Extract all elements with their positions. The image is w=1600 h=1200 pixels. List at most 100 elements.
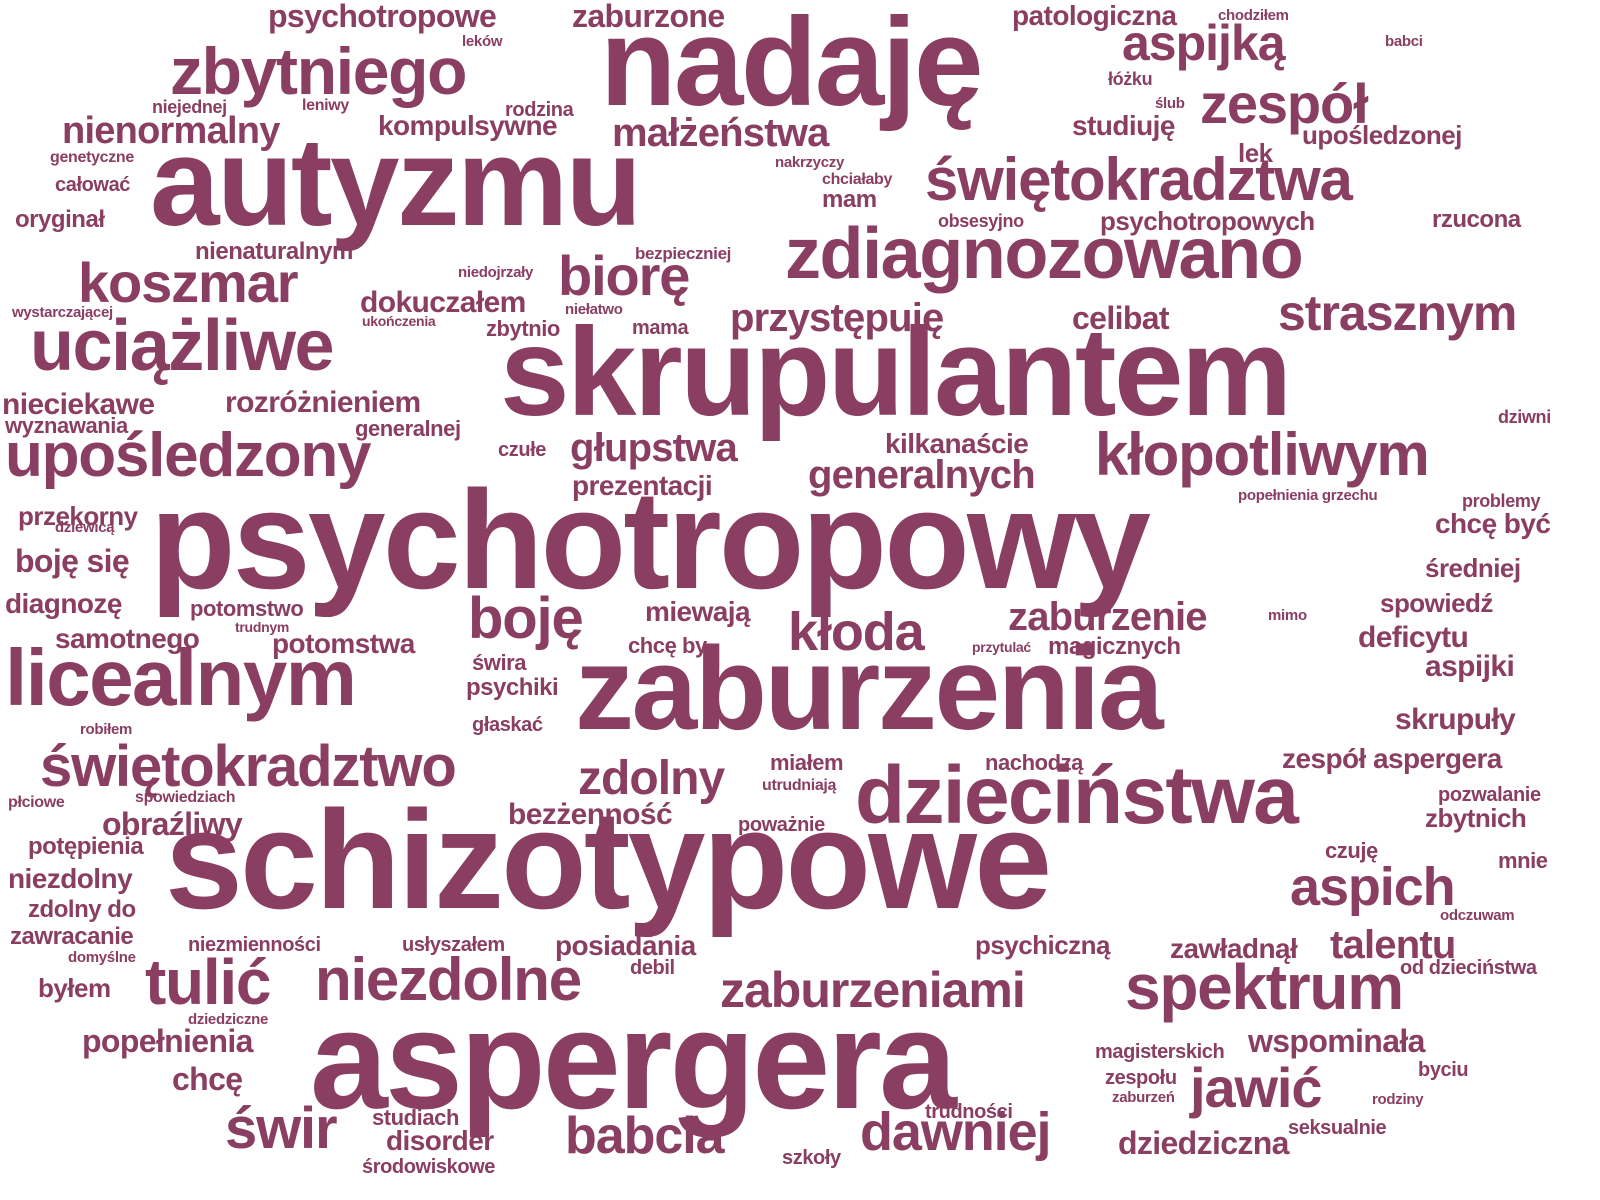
word: leniwy	[302, 97, 349, 114]
word: schizotypowe	[165, 781, 1052, 938]
word: uciążliwe	[30, 306, 335, 386]
word: generalnych	[808, 453, 1036, 497]
word: zbytnio	[486, 316, 560, 341]
word: wspominała	[1248, 1023, 1425, 1059]
word: nieciekawe	[2, 388, 155, 421]
word: potępienia	[28, 833, 144, 860]
word: mam	[822, 186, 877, 213]
word: potomstwo	[190, 596, 304, 621]
word: niezmienności	[188, 934, 321, 956]
word: czułe	[498, 439, 547, 461]
word: chcę by	[628, 633, 707, 658]
word: bezżenność	[508, 798, 673, 831]
word: pozwalanie	[1438, 784, 1541, 806]
word: samotnego	[55, 623, 200, 654]
word: spowiedziach	[135, 789, 236, 806]
word: nienormalny	[62, 110, 280, 152]
word: miałem	[770, 750, 844, 775]
word: nienaturalnym	[195, 238, 353, 265]
word: upośledzony	[5, 421, 372, 490]
word: seksualnie	[1288, 1117, 1387, 1139]
word: studiach	[372, 1105, 459, 1130]
word: aspijką	[1122, 15, 1286, 71]
word: byłem	[38, 973, 111, 1003]
word: niełatwo	[565, 301, 623, 318]
word: ukończenia	[362, 313, 436, 329]
word: psychiczną	[975, 930, 1111, 960]
word: niejednej	[152, 97, 227, 117]
word: mimo	[1268, 607, 1307, 624]
word: babci	[1385, 33, 1423, 50]
word: przekorny	[18, 501, 138, 531]
word: patologiczna	[1012, 0, 1177, 31]
word: debil	[630, 957, 675, 979]
word: rzucona	[1432, 206, 1521, 233]
word: zbytniego	[170, 34, 467, 108]
word: oryginał	[15, 206, 105, 233]
word: jawić	[1190, 1056, 1322, 1119]
word: psychiki	[466, 674, 559, 701]
word: świętokradztwo	[40, 734, 457, 799]
word: genetyczne	[50, 149, 134, 166]
word: talentu	[1330, 923, 1456, 967]
word: mama	[632, 317, 689, 339]
word: rozróżnieniem	[225, 386, 421, 419]
word: niedojrzały	[458, 264, 534, 281]
word: skrupuły	[1395, 703, 1516, 736]
word: chodziłem	[1218, 7, 1289, 24]
word: utrudniają	[762, 777, 837, 794]
word: boję się	[15, 543, 130, 579]
word: miewają	[645, 596, 751, 627]
word: przystępuję	[730, 296, 944, 340]
word: nakrzyczy	[775, 154, 845, 171]
word: psychotropowych	[1100, 206, 1315, 236]
word: łóżku	[1108, 69, 1153, 89]
word: aspich	[1290, 857, 1456, 917]
word: dziedziczne	[188, 1011, 269, 1028]
word: płciowe	[8, 794, 65, 811]
word: od dzieciństwa	[1400, 957, 1537, 979]
word: aspijki	[1425, 650, 1515, 683]
word: zdiagnozowano	[785, 214, 1304, 294]
word: szkoły	[782, 1147, 841, 1169]
word: świra	[472, 650, 527, 675]
word: chcę być	[1435, 508, 1551, 539]
word: poważnie	[738, 814, 825, 836]
word: zaburzeniami	[720, 962, 1026, 1018]
word: zdolny	[578, 752, 725, 805]
word: bezpieczniej	[635, 244, 732, 263]
word: chcę	[172, 1061, 243, 1097]
word: zaburzenia	[575, 623, 1164, 755]
word: licealnym	[5, 633, 357, 722]
word: usłyszałem	[402, 934, 505, 956]
word: nadaję	[600, 0, 984, 132]
word: środowiskowe	[362, 1156, 496, 1178]
word: potomstwa	[272, 628, 415, 659]
word: kłoda	[788, 602, 925, 662]
word: lek	[1238, 138, 1273, 168]
word: koszmar	[78, 251, 299, 314]
word: diagnozę	[5, 588, 122, 619]
word: niezdolne	[315, 946, 582, 1013]
word: kompulsywne	[378, 110, 558, 141]
word: generalnej	[355, 416, 461, 441]
word: wyznawania	[5, 413, 128, 438]
word: domyślne	[68, 949, 136, 966]
word: zawracanie	[10, 923, 134, 950]
word: przytulać	[972, 639, 1031, 655]
word: deficytu	[1358, 621, 1469, 654]
word: robiłem	[80, 721, 133, 738]
word: dokuczałem	[360, 286, 526, 319]
word: babcia	[565, 1107, 725, 1165]
word: psychotropowe	[268, 0, 497, 34]
word: wystarczającej	[12, 304, 113, 321]
word: posiadania	[555, 930, 696, 961]
word: zaburzone	[572, 0, 725, 34]
word: tulić	[145, 946, 271, 1018]
word: kłopotliwym	[1095, 421, 1430, 488]
word: kilkanaście	[885, 428, 1029, 459]
word: trudności	[925, 1101, 1013, 1123]
word: zawładnął	[1170, 933, 1298, 964]
word: zespołu	[1105, 1067, 1177, 1089]
